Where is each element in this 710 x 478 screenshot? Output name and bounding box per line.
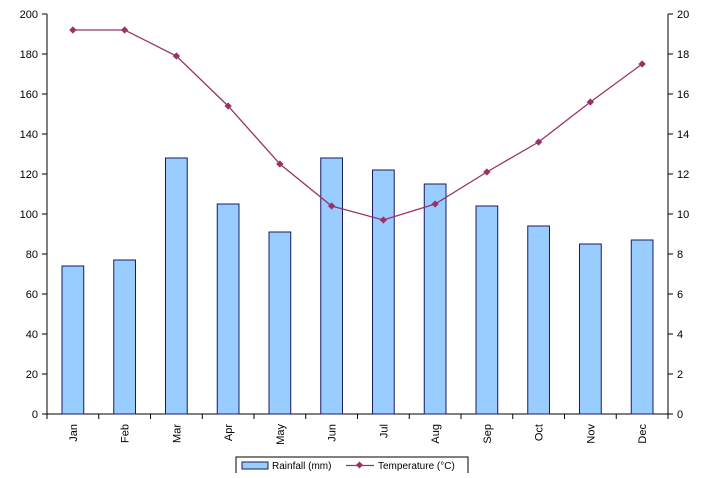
rainfall-bar xyxy=(113,259,136,415)
temperature-point xyxy=(327,202,336,210)
temperature-point xyxy=(224,102,232,110)
rainfall-bar xyxy=(216,203,240,415)
y-tick-label-left: 80 xyxy=(26,249,38,261)
rainfall-bar xyxy=(372,169,395,415)
y-tick-label-right: 12 xyxy=(677,169,689,181)
temperature-point xyxy=(431,200,439,208)
rainfall-bar xyxy=(475,205,499,415)
temperature-point xyxy=(379,216,388,224)
y-tick-label-left: 60 xyxy=(26,289,38,301)
rainfall-bar xyxy=(320,157,343,415)
y-tick-label-right: 2 xyxy=(677,369,683,381)
x-tick-label: Mar xyxy=(171,424,183,443)
labels-layer: 0 20 40 60 80 100 120 140 160 180 200 0 2 4 6 8 10 12 14 16… xyxy=(20,9,690,445)
y-tick-label-right: 8 xyxy=(677,249,683,261)
legend: Rainfall (mm) Temperature (°C) xyxy=(235,456,469,475)
x-tick-label: Sep xyxy=(482,424,494,444)
y-tick-label-right: 20 xyxy=(677,9,689,21)
y-tick-label-right: 4 xyxy=(677,329,683,341)
line-layer xyxy=(69,26,646,224)
x-tick-label: Jan xyxy=(68,424,80,442)
rainfall-bar xyxy=(423,183,447,415)
rainfall-bar xyxy=(165,157,188,415)
y-tick-label-right: 6 xyxy=(677,289,683,301)
y-tick-label-left: 40 xyxy=(26,329,38,341)
temperature-point xyxy=(276,160,284,168)
y-tick-label-left: 140 xyxy=(20,129,38,141)
y-tick-label-right: 10 xyxy=(677,209,689,221)
legend-swatch-rainfall xyxy=(241,461,269,470)
x-tick-label: Dec xyxy=(637,424,649,444)
y-tick-label-right: 0 xyxy=(677,409,683,421)
temperature-point xyxy=(172,52,181,60)
y-tick-label-left: 120 xyxy=(20,169,38,181)
temperature-point xyxy=(69,26,77,34)
temperature-point xyxy=(483,168,491,176)
axes-layer xyxy=(42,13,673,419)
y-tick-label-left: 100 xyxy=(20,209,38,221)
x-tick-label: May xyxy=(275,424,287,445)
y-tick-label-right: 14 xyxy=(677,129,689,141)
temperature-line xyxy=(72,29,643,221)
rainfall-bar xyxy=(579,243,602,415)
x-tick-label: Nov xyxy=(585,424,597,444)
y-tick-label-left: 180 xyxy=(20,49,38,61)
rainfall-bar xyxy=(61,265,85,415)
x-tick-label: Aug xyxy=(430,424,442,444)
legend-label-temperature: Temperature (°C) xyxy=(378,461,455,472)
x-tick-label: Feb xyxy=(120,424,132,443)
temperature-point xyxy=(534,138,543,146)
x-tick-label: Jul xyxy=(378,424,390,438)
x-tick-label: Oct xyxy=(534,424,546,441)
y-tick-label-left: 0 xyxy=(32,409,38,421)
y-tick-label-left: 20 xyxy=(26,369,38,381)
y-tick-label-right: 18 xyxy=(677,49,689,61)
y-tick-label-left: 160 xyxy=(20,89,38,101)
rainfall-bar xyxy=(630,239,654,415)
legend-marker-temperature xyxy=(355,461,364,469)
y-tick-label-right: 16 xyxy=(677,89,689,101)
x-tick-label: Jun xyxy=(327,424,339,442)
bars-layer xyxy=(61,157,654,415)
temperature-point xyxy=(120,26,129,34)
x-tick-label: Apr xyxy=(223,424,235,441)
legend-label-rainfall: Rainfall (mm) xyxy=(272,461,331,472)
rainfall-bar xyxy=(268,231,292,415)
rainfall-bar xyxy=(527,225,550,415)
y-tick-label-left: 200 xyxy=(20,9,38,21)
